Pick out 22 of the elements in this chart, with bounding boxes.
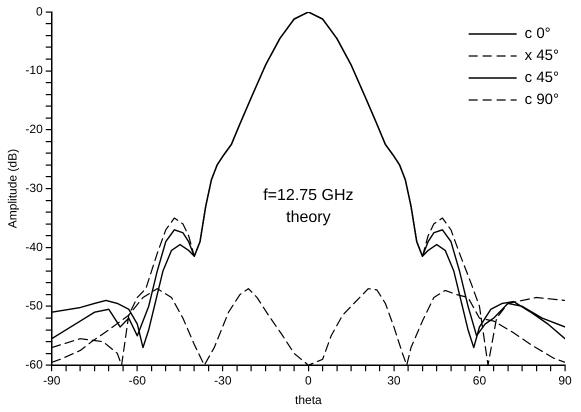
y-tick-label: -30: [25, 180, 44, 195]
y-tick-label: -50: [25, 298, 44, 313]
x-tick-label: -90: [43, 374, 61, 388]
y-tick-label: -20: [25, 122, 44, 136]
y-tick-label: 0: [36, 4, 44, 18]
x-tick-label: -30: [214, 374, 232, 388]
annotation: f=12.75 GHz: [263, 187, 354, 204]
x-tick-label: 0: [305, 374, 312, 388]
annotation: theory: [286, 209, 331, 226]
x-tick-label: -60: [128, 374, 146, 388]
legend-label: c 0°: [524, 25, 551, 42]
y-tick-label: -40: [25, 240, 44, 254]
y-tick-label: -10: [25, 63, 44, 78]
x-axis-title: theta: [295, 393, 322, 408]
x-tick-label: 60: [472, 374, 486, 388]
x-tick-label: 90: [558, 374, 572, 388]
y-axis-title: Amplitude (dB): [6, 148, 20, 228]
legend-label: x 45°: [524, 47, 560, 64]
x-tick-label: 30: [387, 374, 401, 388]
y-tick-label: -60: [25, 358, 44, 372]
legend-label: c 90°: [524, 91, 560, 108]
legend-label: c 45°: [524, 69, 560, 86]
